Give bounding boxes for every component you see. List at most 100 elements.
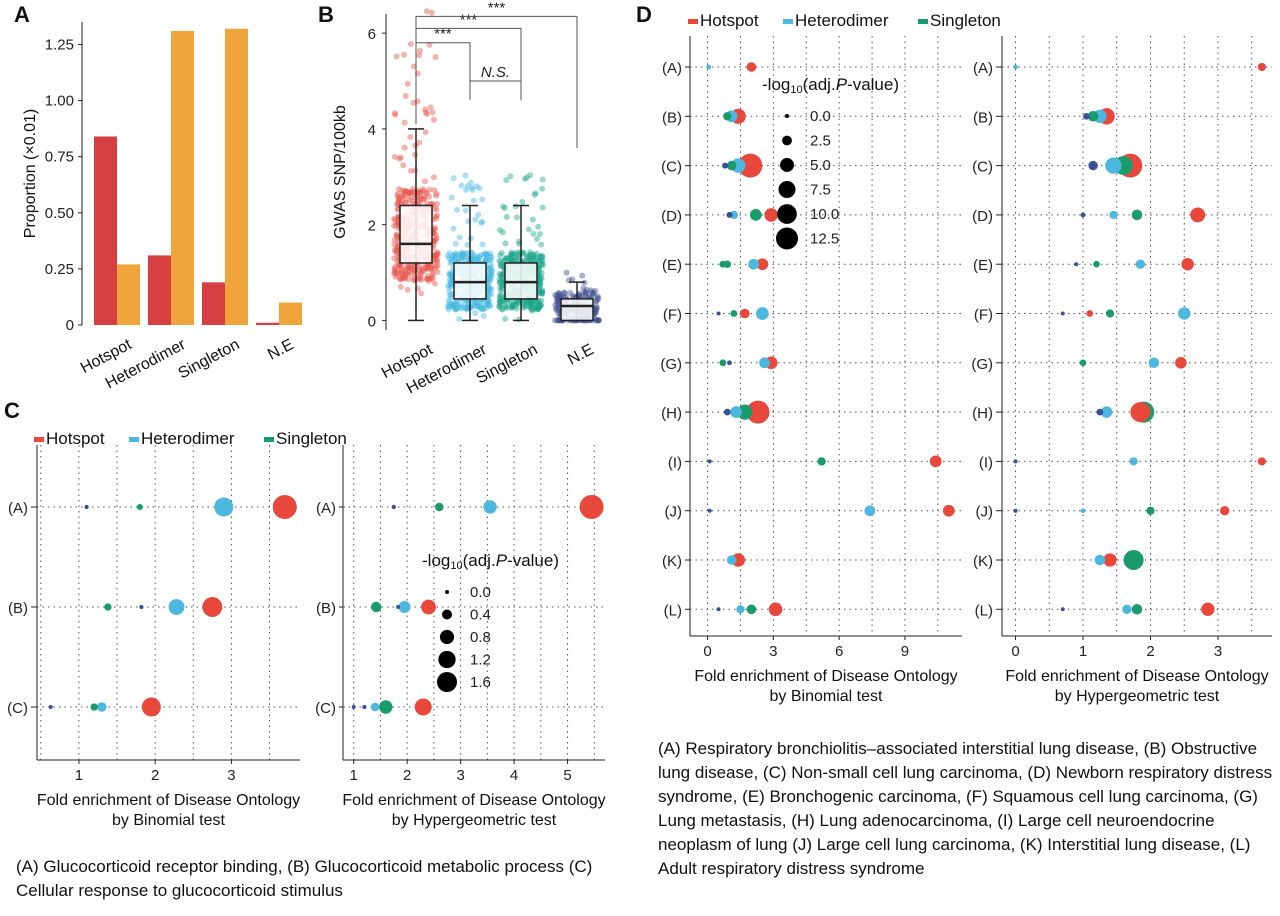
panel-c-right-point <box>379 700 393 714</box>
panel-b-point <box>445 282 452 289</box>
panel-c-size-legend-title-part: -log <box>422 551 450 570</box>
panel-c-left-point <box>48 705 53 709</box>
panel-b-point <box>533 250 540 257</box>
panel-b-point <box>485 301 492 308</box>
panel-b-point <box>421 178 428 185</box>
panel-c-right-point <box>414 698 432 716</box>
panel-b-point <box>432 231 439 238</box>
panel-d-right-point <box>1096 408 1104 416</box>
panel-c-left-x-label: by Binomial test <box>112 812 225 829</box>
panel-b-point <box>391 215 398 222</box>
panel-d-left-point <box>729 210 739 220</box>
panel-d-left-point <box>759 357 770 369</box>
panel-b-point <box>534 305 541 312</box>
panel-b-point <box>509 256 516 263</box>
panel-b-point <box>555 299 562 306</box>
panel-b-point <box>401 188 408 195</box>
panel-b-point <box>486 257 493 264</box>
panel-a-bar <box>202 282 225 325</box>
panel-d-right-point <box>1083 112 1090 120</box>
panel-d-left-point <box>748 258 759 270</box>
panel-d-right-row-label: (K) <box>973 553 993 570</box>
panel-b-point <box>406 265 413 272</box>
panel-b-point <box>533 303 540 310</box>
panel-b-point <box>397 275 404 282</box>
panel-b-point <box>512 298 519 305</box>
panel-b-point <box>523 298 530 305</box>
panel-b-point <box>431 237 438 244</box>
panel-b-point <box>486 276 493 283</box>
panel-b-point <box>406 269 413 276</box>
panel-b-point <box>464 305 471 312</box>
panel-b-point <box>554 294 561 301</box>
panel-d-right-row-label: (L) <box>975 602 993 619</box>
panel-b-sig-label: *** <box>434 26 452 43</box>
panel-d-right-point <box>1181 257 1194 271</box>
panel-b-point <box>537 303 544 310</box>
panel-a-x-tick-label: Singleton <box>176 336 243 382</box>
panel-d-left-point <box>719 359 727 367</box>
panel-b-point <box>424 189 431 196</box>
panel-c: Hotspot Heterodimer Singleton (A) (B) (C) 1 2 3 F… <box>7 429 605 829</box>
panel-d-legend-swatch <box>918 19 928 24</box>
panel-b-point <box>537 273 544 280</box>
panel-b-point <box>416 197 423 204</box>
panel-b-box <box>560 298 594 322</box>
panel-d-size-legend-label: 10.0 <box>810 206 839 223</box>
panel-d-right-x-tick-label: 1 <box>1079 643 1087 660</box>
panel-b-point <box>450 225 457 232</box>
panel-b-point <box>536 287 543 294</box>
panel-b-point <box>588 287 595 294</box>
panel-b-point <box>470 302 477 309</box>
panel-b-point <box>526 254 533 261</box>
panel-b-point <box>434 250 441 257</box>
panel-c-right-point <box>483 500 497 514</box>
panel-b-point <box>515 249 522 256</box>
panel-d-right-row-label: (F) <box>974 307 993 324</box>
panel-b-point <box>391 153 398 160</box>
panel-b-point <box>451 251 458 258</box>
panel-b-point <box>593 297 600 304</box>
panel-b-point <box>487 302 494 309</box>
panel-b-point <box>434 201 441 208</box>
panel-b-point <box>394 269 401 276</box>
panel-c-right-point <box>370 601 382 613</box>
panel-b-y-tick-label: 4 <box>368 122 376 139</box>
panel-b-point <box>433 190 440 197</box>
panel-b-point <box>556 293 563 300</box>
panel-c-left-point <box>136 504 143 510</box>
panel-b-point <box>417 189 424 196</box>
panel-d-size-legend-label: 7.5 <box>810 182 831 199</box>
panel-b-point <box>463 250 470 257</box>
panel-b-point <box>536 253 543 260</box>
panel-b-point <box>405 189 412 196</box>
panel-b-point <box>430 174 437 181</box>
panel-b-point <box>423 276 430 283</box>
panel-c-size-legend-title-part: 10 <box>450 560 462 572</box>
panel-b-point <box>513 305 520 312</box>
panel-b-point <box>464 306 471 313</box>
panel-d-right-point <box>1093 260 1100 268</box>
panel-d-left-point <box>726 211 733 218</box>
panel-b-point <box>445 303 452 310</box>
panel-c-size-legend-label: 0.0 <box>470 584 491 601</box>
panel-d-left-point <box>746 62 757 72</box>
panel-b-point <box>508 304 515 311</box>
panel-b-point <box>529 299 536 306</box>
panel-b-point <box>482 251 489 258</box>
panel-b-point <box>428 9 435 16</box>
panel-b-point <box>469 255 476 262</box>
panel-d-right-point <box>1123 550 1144 570</box>
panel-b-point <box>533 300 540 307</box>
panel-d-left-x-tick-label: 0 <box>703 643 711 660</box>
panel-b-y-tick-label: 0 <box>368 313 376 330</box>
panel-b-point <box>538 253 545 260</box>
panel-d-right-point <box>1103 553 1117 567</box>
panel-b-point <box>485 286 492 293</box>
panel-c-left-point <box>214 497 234 517</box>
panel-b-point <box>487 253 494 260</box>
panel-b-point <box>536 282 543 289</box>
panel-b-point <box>498 262 505 269</box>
panel-b-point <box>457 252 464 259</box>
panel-d-left-row-label: (C) <box>661 159 682 176</box>
